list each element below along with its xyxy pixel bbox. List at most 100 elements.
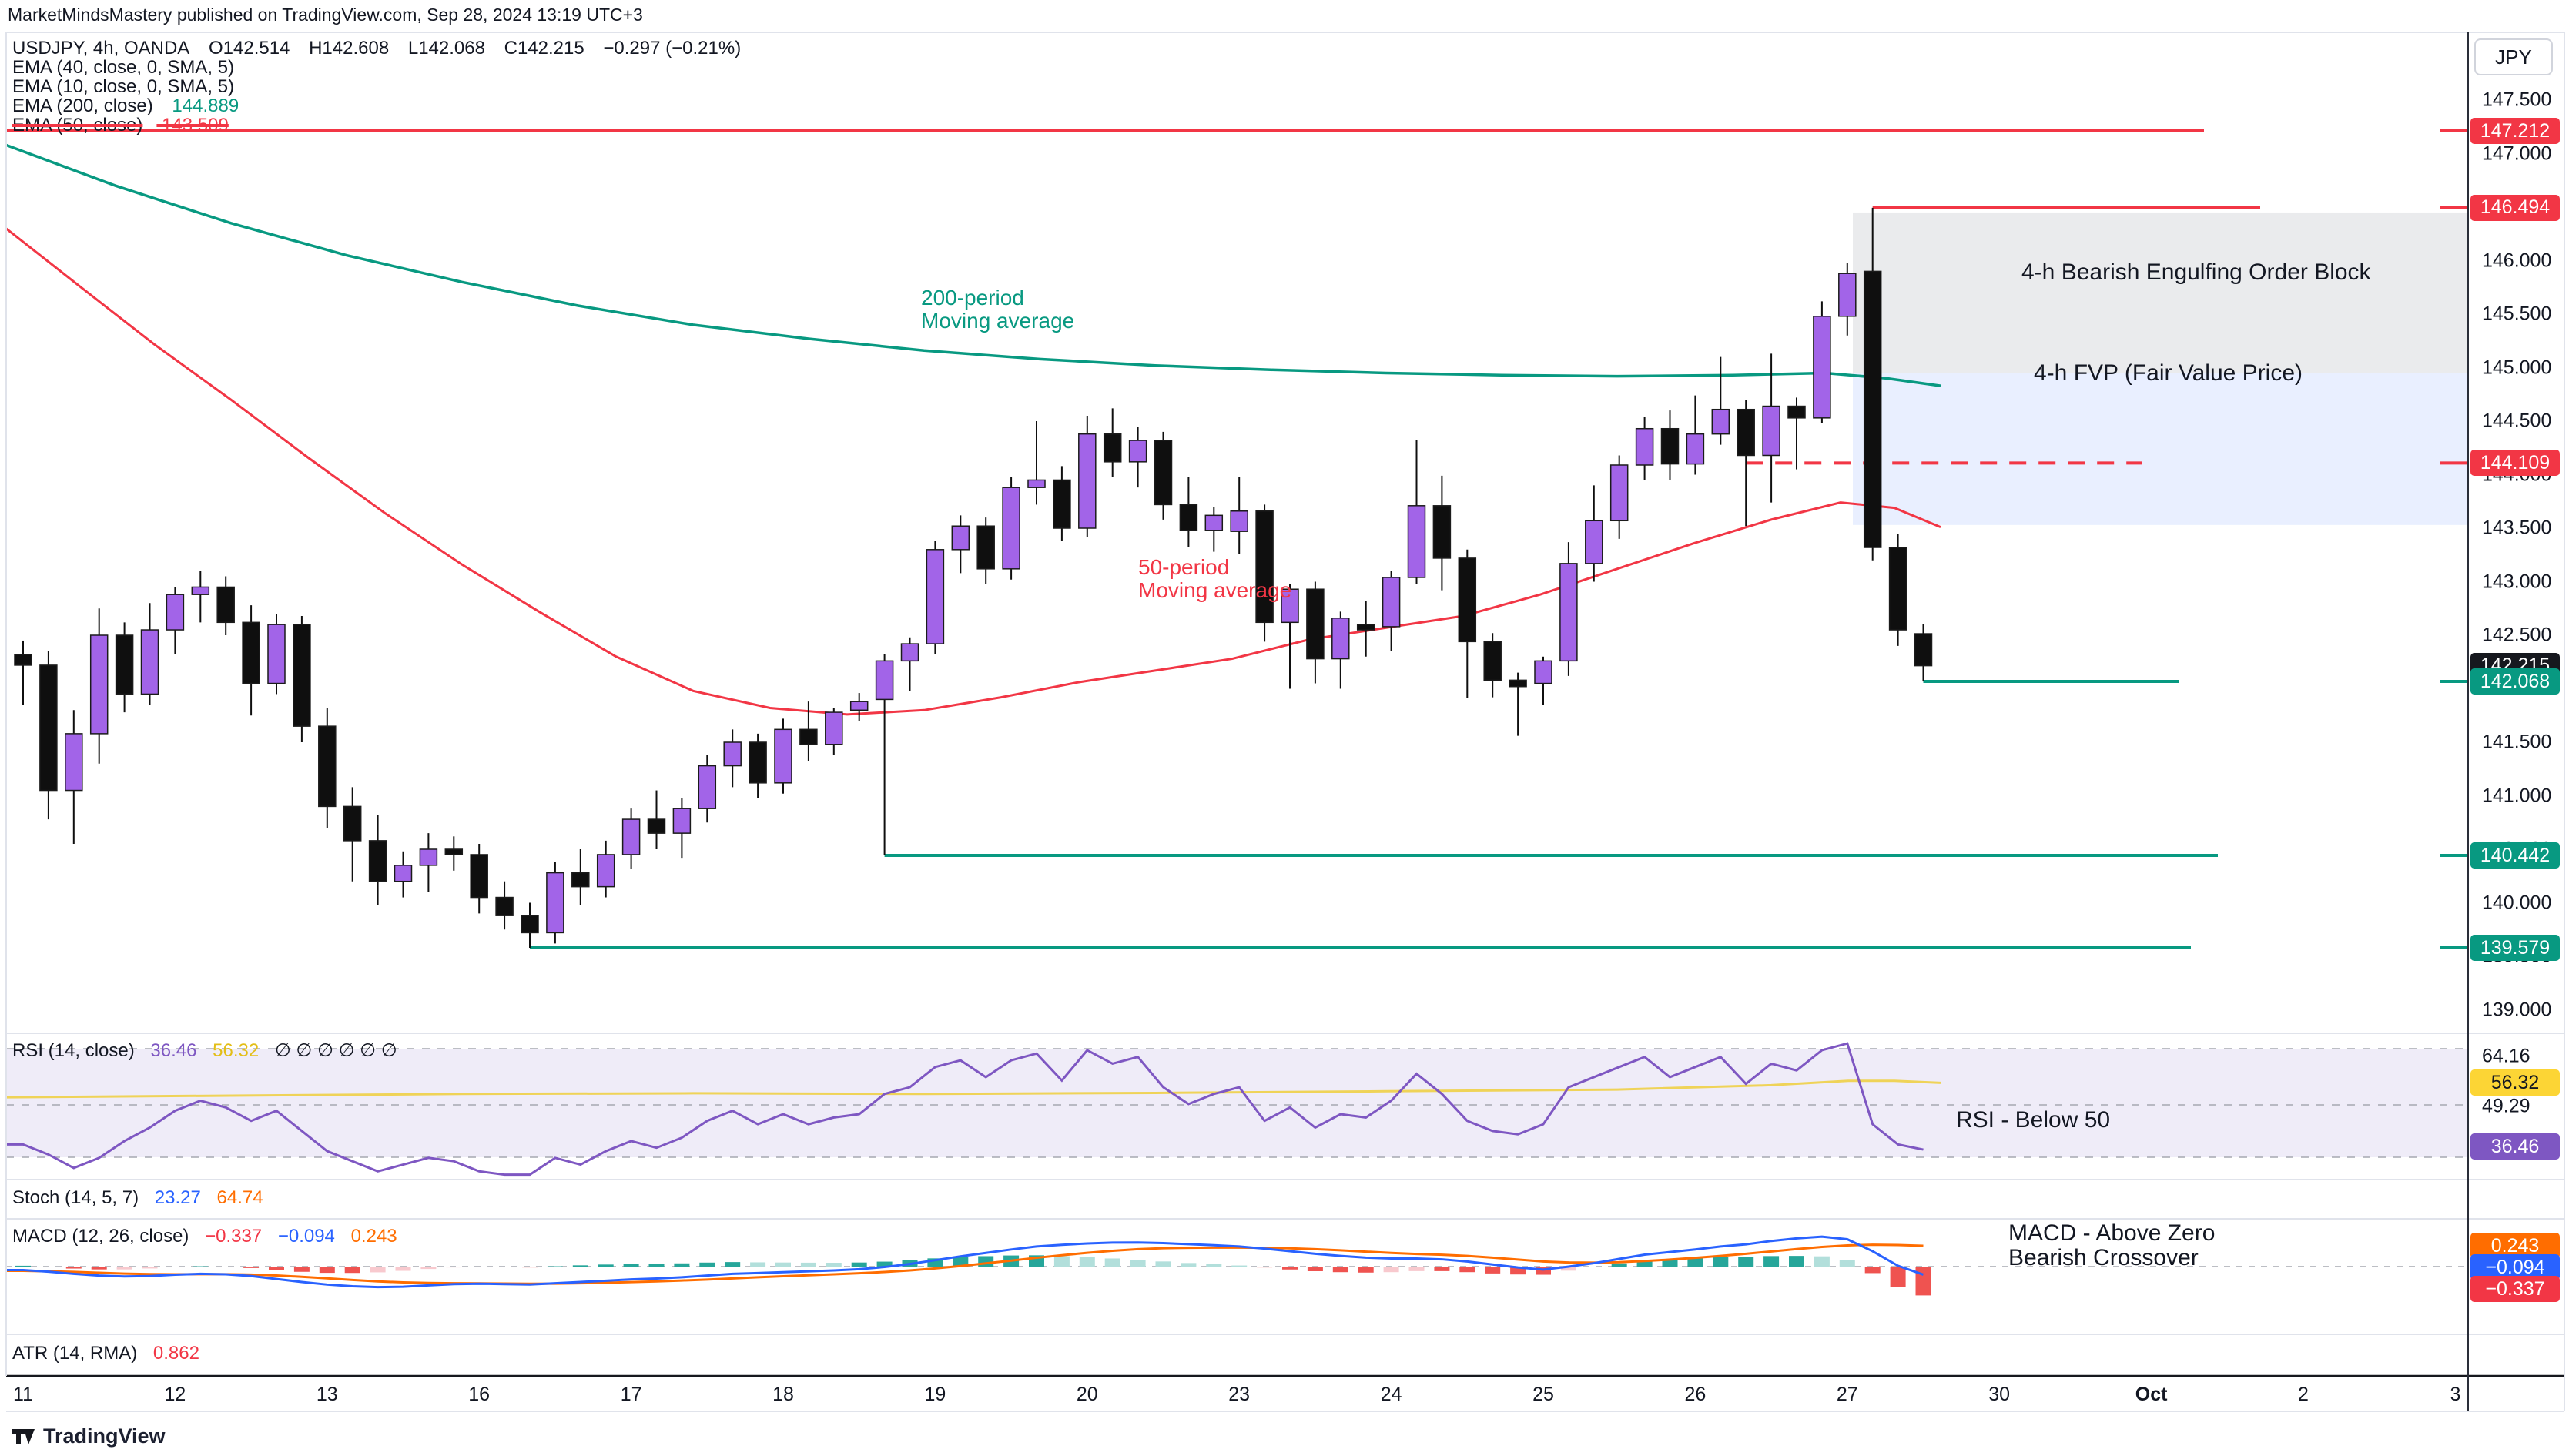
candle-body xyxy=(1509,679,1527,688)
candle-body xyxy=(1483,641,1502,681)
candle-body xyxy=(1534,660,1552,684)
macd-hist-bar xyxy=(648,1264,665,1267)
macd-hist-bar xyxy=(15,1265,31,1267)
candle-body xyxy=(1002,487,1020,570)
time-label: 20 xyxy=(1076,1384,1098,1405)
time-label: 11 xyxy=(13,1384,33,1405)
ema50-legend[interactable]: EMA (50, close) 143.509 xyxy=(12,115,741,135)
ema10-legend[interactable]: EMA (10, close, 0, SMA, 5) xyxy=(12,76,235,97)
candle-body xyxy=(444,848,464,855)
ema40-legend[interactable]: EMA (40, close, 0, SMA, 5) xyxy=(12,57,235,78)
ema50-name: EMA (50, close) xyxy=(12,115,143,136)
order-block-box xyxy=(1853,212,2468,373)
macd-hist-bar xyxy=(1104,1258,1120,1267)
candle-body xyxy=(1787,405,1806,419)
ema50-line[interactable] xyxy=(5,227,1941,716)
macd-hist-bar xyxy=(1206,1264,1222,1267)
time-label: 2 xyxy=(2298,1384,2309,1405)
publish-header: MarketMindsMastery published on TradingV… xyxy=(8,5,643,25)
macd-hist-bar xyxy=(750,1262,766,1267)
macd-hist-bar xyxy=(1814,1256,1830,1267)
candle-body xyxy=(1331,618,1350,660)
candle-body xyxy=(976,525,995,570)
ohlc-change: −0.297 (−0.21%) xyxy=(603,38,742,59)
macd-hist-bar xyxy=(1738,1257,1754,1267)
tradingview-footer[interactable]: TradingView xyxy=(12,1424,166,1448)
rsi-empty-slots: ∅ ∅ ∅ ∅ ∅ ∅ xyxy=(274,1040,397,1061)
candle-body xyxy=(242,621,260,684)
price-badge: 146.494 xyxy=(2470,194,2560,221)
candle-body xyxy=(1888,547,1907,631)
candle-body xyxy=(140,629,159,695)
time-label: 23 xyxy=(1228,1384,1251,1405)
macd-hist-bar xyxy=(598,1264,614,1267)
time-label: Oct xyxy=(2135,1384,2168,1405)
candle-body xyxy=(1432,505,1452,559)
candle-body xyxy=(1458,557,1477,643)
candle-body xyxy=(1053,479,1071,529)
macd-hist-bar xyxy=(1332,1267,1348,1273)
macd-hist-bar xyxy=(1713,1257,1729,1267)
time-label: 12 xyxy=(164,1384,186,1405)
price-tick: 146.000 xyxy=(2482,249,2552,271)
level-lines[interactable] xyxy=(6,129,2467,950)
price-tick: 143.000 xyxy=(2482,571,2552,592)
candle-body xyxy=(1660,427,1680,465)
macd-hist-bar xyxy=(370,1267,386,1273)
price-tick: 147.000 xyxy=(2482,142,2552,164)
rsi-pane-legend[interactable]: RSI (14, close) 36.46 56.32 ∅ ∅ ∅ ∅ ∅ ∅ xyxy=(12,1039,397,1062)
macd-hist-bar xyxy=(243,1267,260,1268)
ema200-line[interactable] xyxy=(5,143,1941,387)
ohlc-close: C142.215 xyxy=(504,38,584,59)
macd-hist-bar xyxy=(1282,1267,1298,1270)
macd-hist-bar xyxy=(1611,1263,1627,1267)
candle-body xyxy=(1863,270,1882,548)
candle-body xyxy=(1382,577,1401,628)
ma50-annotation: 50-period Moving average xyxy=(1138,555,1292,602)
price-tick: 64.16 xyxy=(2482,1045,2530,1067)
candles xyxy=(14,207,1933,949)
macd-hist-bar xyxy=(699,1262,715,1267)
candle-body xyxy=(1128,440,1147,463)
candle-body xyxy=(1838,273,1857,317)
price-tick: 141.500 xyxy=(2482,731,2552,753)
price-badge: 56.32 xyxy=(2470,1069,2560,1096)
time-label: 25 xyxy=(1532,1384,1554,1405)
price-tick: 147.500 xyxy=(2482,89,2552,111)
macd-pane-legend[interactable]: MACD (12, 26, close) −0.337 −0.094 0.243 xyxy=(12,1226,397,1247)
price-axis[interactable]: JPY 147.500 147.000 146.000 145.500 145.000 1… xyxy=(2468,32,2569,1411)
currency-toggle-jpy[interactable]: JPY xyxy=(2474,38,2553,75)
macd-hist-bar xyxy=(1510,1267,1526,1275)
macd-hist-bar xyxy=(91,1267,107,1270)
macd-hist-bar xyxy=(293,1267,310,1272)
macd-hist-bar xyxy=(1485,1267,1501,1274)
stoch-title-text: Stoch (14, 5, 7) xyxy=(12,1187,139,1208)
macd-hist-bar xyxy=(1864,1267,1881,1274)
time-label: 19 xyxy=(924,1384,946,1405)
price-badge: 144.109 xyxy=(2470,450,2560,477)
rsi-ma-line xyxy=(5,1079,1941,1099)
symbol-title[interactable]: USDJPY, 4h, OANDA xyxy=(12,38,190,59)
candle-body xyxy=(1306,588,1325,660)
candle-body xyxy=(621,818,641,855)
order-block-annotation: 4-h Bearish Engulfing Order Block xyxy=(2021,259,2371,285)
macd-hist-bar xyxy=(1560,1267,1576,1271)
price-tick: 140.000 xyxy=(2482,892,2552,913)
time-label: 30 xyxy=(1988,1384,2011,1405)
macd-hist-bar xyxy=(116,1267,132,1270)
candle-body xyxy=(115,634,134,695)
time-label: 17 xyxy=(620,1384,642,1405)
macd-hist-bar xyxy=(674,1263,690,1267)
macd-line-value: −0.094 xyxy=(277,1226,335,1247)
atr-pane-legend[interactable]: ATR (14, RMA) 0.862 xyxy=(12,1343,199,1364)
candle-body xyxy=(1281,588,1299,624)
macd-line xyxy=(6,1235,1924,1289)
stoch-d-value: 64.74 xyxy=(216,1187,263,1208)
stoch-pane-legend[interactable]: Stoch (14, 5, 7) 23.27 64.74 xyxy=(12,1187,263,1209)
atr-value: 0.862 xyxy=(152,1343,199,1364)
ema200-legend[interactable]: EMA (200, close) 144.889 xyxy=(12,96,741,115)
time-label: 26 xyxy=(1684,1384,1707,1405)
macd-hist-bar xyxy=(1053,1256,1070,1267)
time-label: 3 xyxy=(2450,1384,2461,1405)
